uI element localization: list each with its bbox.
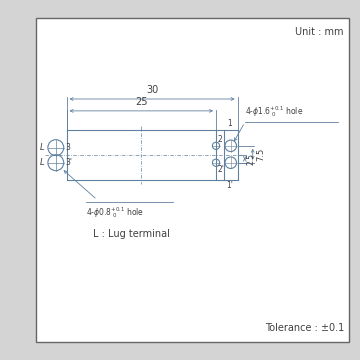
Text: 4-$\phi$0.8$^{+0.1}_{\ 0}$ hole: 4-$\phi$0.8$^{+0.1}_{\ 0}$ hole	[86, 205, 144, 220]
Text: 4-$\phi$1.6$^{+0.1}_{\ 0}$ hole: 4-$\phi$1.6$^{+0.1}_{\ 0}$ hole	[245, 104, 303, 119]
Text: 1: 1	[228, 119, 233, 128]
Text: 1': 1'	[226, 181, 234, 190]
Text: L: L	[40, 158, 44, 167]
Text: 7.5: 7.5	[256, 148, 265, 161]
Text: 2.5: 2.5	[247, 153, 256, 165]
Text: Unit : mm: Unit : mm	[295, 27, 344, 37]
Text: 30: 30	[146, 85, 158, 95]
Text: Tolerance : ±0.1: Tolerance : ±0.1	[265, 323, 344, 333]
Text: 3': 3'	[66, 158, 72, 167]
Text: 3: 3	[66, 143, 71, 152]
Text: 2': 2'	[218, 165, 225, 174]
FancyBboxPatch shape	[36, 18, 349, 342]
Text: 25: 25	[135, 96, 148, 107]
Text: L : Lug terminal: L : Lug terminal	[93, 229, 170, 239]
Text: L: L	[40, 143, 44, 152]
Text: 2: 2	[218, 135, 222, 144]
